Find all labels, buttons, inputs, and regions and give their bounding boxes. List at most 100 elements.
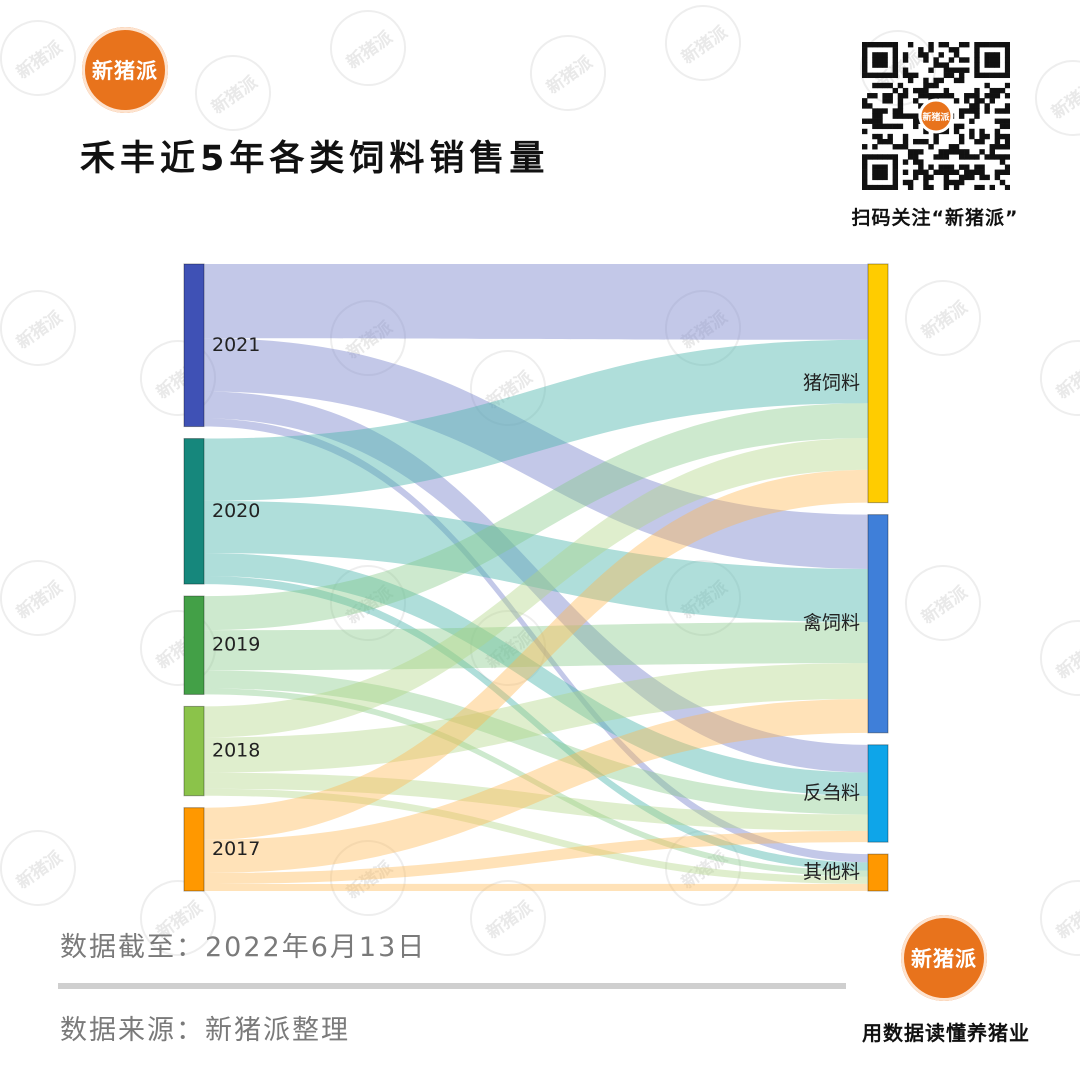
sankey-nodes [183,263,889,892]
qr-module [867,154,873,160]
qr-module [887,93,893,99]
brand-logo-text: 新猪派 [92,59,158,83]
qr-module [872,133,878,140]
qr-module [877,72,883,79]
qr-module [862,154,868,160]
brand-logo: 新猪派 [82,27,168,113]
qr-module [892,179,899,186]
qr-module [892,123,899,130]
qr-module [933,62,939,68]
sankey-link-2020-其他料 [204,576,868,871]
qr-module [984,42,990,48]
qr-module [979,149,985,155]
qr-module [897,93,904,99]
qr-module [953,98,960,104]
sankey-node-2019 [183,595,205,695]
sankey-link-2017-禽饲料 [204,699,868,873]
qr-module [948,169,955,175]
qr-module [948,179,955,186]
qr-module [892,47,899,53]
qr-module [862,98,868,104]
qr-module [958,154,965,160]
qr-center-logo-text: 新猪派 [922,111,950,123]
qr-module [902,52,909,58]
qr-module [984,103,990,109]
qr-module [902,159,909,165]
qr-module [913,87,919,94]
qr-module [1004,154,1011,160]
sankey-node-其他料 [867,853,889,892]
qr-module [872,154,878,160]
qr-module [882,123,888,130]
sankey-node-2020 [183,438,205,585]
qr-module [964,67,970,73]
qr-module [897,123,904,130]
sankey-link-2021-其他料 [204,418,868,863]
qr-module [943,149,950,155]
qr-module [913,72,919,79]
qr-module [938,154,944,160]
qr-module [994,42,1001,48]
qr-module [918,103,924,109]
qr-code-graphic: 新猪派 [862,42,1011,191]
qr-module [943,184,950,191]
qr-module [918,169,924,175]
qr-module [872,82,878,89]
qr-module [984,133,990,140]
qr-module [872,72,878,79]
qr-module [892,57,899,63]
qr-module [958,108,965,114]
qr-module [943,93,950,99]
qr-module [887,138,893,145]
qr-module [913,154,919,160]
sankey-label-猪饲料: 猪饲料 [803,372,860,394]
qr-module [974,113,980,119]
qr-module [964,42,970,48]
qr-module [1004,108,1011,114]
qr-module [1004,118,1011,124]
qr-module [892,42,899,48]
qr-module [979,184,985,191]
qr-module [943,164,950,170]
qr-module [923,93,929,99]
sankey-label-2020: 2020 [212,500,260,522]
qr-module [882,72,888,79]
sankey-link-2017-猪饲料 [204,469,868,840]
qr-module [964,154,970,160]
qr-module [964,169,970,175]
qr-module [989,42,995,48]
qr-module [953,169,960,175]
qr-module [999,169,1006,175]
qr-module [887,72,893,79]
qr-module [943,67,950,73]
qr-module [877,169,883,175]
qr-module [877,174,883,181]
qr-module [862,57,868,63]
sankey-link-2019-禽饲料 [204,622,868,671]
qr-module [979,72,985,79]
qr-module [964,57,970,63]
qr-module [902,57,909,63]
qr-module [923,184,929,191]
qr-module [892,164,899,170]
qr-module [867,72,873,79]
qr-module [948,149,955,155]
qr-module [897,103,904,109]
qr-module [892,72,899,79]
qr-module [918,138,924,145]
qr-module [974,184,980,191]
qr-module [872,169,878,175]
qr-module [882,98,888,104]
qr-module [933,169,939,175]
qr-module [979,169,985,175]
slogan: 用数据读懂养猪业 [862,1021,1030,1045]
qr-module [999,118,1006,124]
qr-module [907,42,914,48]
qr-module [974,87,980,94]
qr-module [953,77,960,84]
qr-module [964,149,970,155]
sankey-node-2017 [183,807,205,892]
qr-module [994,144,1001,150]
qr-module [882,93,888,99]
